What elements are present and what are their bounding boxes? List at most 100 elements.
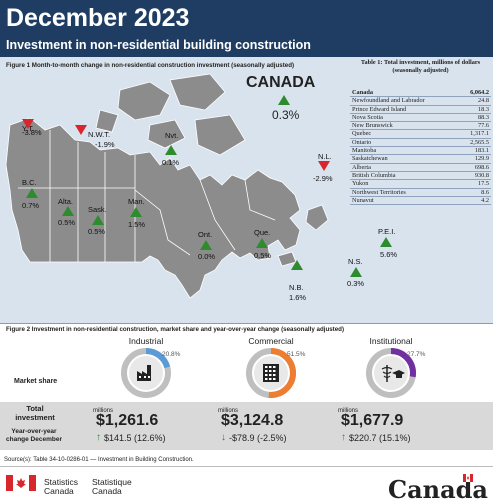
table-cell-value: 24.8 bbox=[477, 97, 489, 105]
donut-share-arc bbox=[366, 348, 416, 398]
market-share-label: Market share bbox=[14, 378, 58, 385]
table1-rows: Canada 6,064.2 Newfoundland and Labrador 24… bbox=[350, 89, 491, 206]
market-share-donut bbox=[121, 348, 171, 398]
table-cell-region: Newfoundland and Labrador bbox=[352, 97, 425, 105]
figure1-title: Figure 1 Month-to-month change in non-re… bbox=[6, 62, 295, 69]
market-share-donut bbox=[246, 348, 296, 398]
increase-arrow-icon bbox=[92, 215, 104, 225]
canada-map bbox=[5, 73, 329, 299]
sector-name: Institutional bbox=[369, 336, 413, 346]
table-row: New Brunswick 77.6 bbox=[350, 122, 491, 131]
page-title: December 2023 bbox=[6, 4, 190, 32]
total-investment-value: $3,124.8 bbox=[221, 412, 284, 429]
decrease-arrow-icon bbox=[75, 125, 87, 135]
page-subtitle: Investment in non-residential building c… bbox=[6, 38, 311, 52]
table-row: Alberta 698.6 bbox=[350, 164, 491, 172]
factory-icon bbox=[137, 365, 151, 381]
table-row: Nunavut 4.2 bbox=[350, 196, 491, 206]
decrease-arrow-icon bbox=[318, 161, 330, 171]
yoy-change-value: $220.7 (15.1%) bbox=[349, 432, 411, 443]
table1-title: Table 1: Total investment, millions of d… bbox=[360, 59, 481, 74]
increase-arrow-icon bbox=[256, 238, 268, 248]
table-cell-value: 1,317.1 bbox=[470, 130, 489, 138]
table-cell-region: Prince Edward Island bbox=[352, 105, 407, 113]
wordmark-flag-icon bbox=[463, 474, 473, 482]
yoy-change-value: $141.5 (12.6%) bbox=[104, 432, 166, 443]
increase-arrow-icon bbox=[165, 145, 177, 155]
table-cell-region: British Columbia bbox=[352, 171, 396, 179]
canada-label: CANADA bbox=[246, 74, 316, 91]
table-cell-value: 77.6 bbox=[477, 122, 489, 130]
office-building-icon bbox=[263, 364, 279, 382]
map-mainland bbox=[5, 117, 301, 299]
table-cell-region: Saskatchewan bbox=[352, 155, 388, 163]
table-row: British Columbia 930.8 bbox=[350, 171, 491, 181]
table-row: Canada 6,064.2 bbox=[350, 89, 491, 98]
increase-arrow-icon bbox=[26, 188, 38, 198]
table-row: Manitoba 183.1 bbox=[350, 147, 491, 156]
table-cell-value: 18.3 bbox=[477, 105, 489, 113]
map-borders bbox=[18, 130, 276, 262]
table-row: Nova Scotia 88.3 bbox=[350, 113, 491, 123]
table-cell-value: 129.9 bbox=[474, 155, 489, 163]
table-cell-value: 8.6 bbox=[481, 188, 489, 196]
decrease-arrow-icon: ↓ bbox=[221, 432, 226, 443]
increase-arrow-icon bbox=[200, 240, 212, 250]
table-cell-region: Nova Scotia bbox=[352, 113, 383, 121]
unit-label: millions bbox=[218, 408, 239, 414]
increase-arrow-icon bbox=[278, 95, 290, 105]
market-share-value: 27.7% bbox=[407, 351, 426, 358]
yoy-change: ↑ $141.5 (12.6%) bbox=[96, 432, 166, 443]
yoy-change: ↑ $220.7 (15.1%) bbox=[341, 432, 411, 443]
table-cell-region: Yukon bbox=[352, 180, 369, 188]
decrease-arrow-icon bbox=[22, 119, 34, 129]
table-row: Northwest Territories 8.6 bbox=[350, 189, 491, 197]
table-row: Ontario 2,565.5 bbox=[350, 138, 491, 148]
total-investment-value: $1,261.6 bbox=[96, 412, 159, 429]
map-arctic-islands bbox=[95, 73, 246, 156]
org-name-en: Statistics Canada bbox=[44, 477, 79, 496]
donut-share-arc bbox=[121, 348, 171, 398]
donut-inner bbox=[374, 356, 408, 390]
table-cell-value: 698.6 bbox=[474, 163, 489, 171]
table-row: Yukon 17.5 bbox=[350, 180, 491, 189]
total-investment-value: $1,677.9 bbox=[341, 412, 404, 429]
org-name-fr: Statistique Canada bbox=[92, 477, 132, 496]
market-share-value: 20.8% bbox=[162, 351, 181, 358]
increase-arrow-icon bbox=[380, 237, 392, 247]
donut-share-arc bbox=[246, 348, 296, 398]
unit-label: millions bbox=[338, 408, 359, 414]
table-cell-region: Ontario bbox=[352, 138, 372, 146]
table-row: Newfoundland and Labrador 24.8 bbox=[350, 97, 491, 106]
donut-inner bbox=[129, 356, 163, 390]
table-row: Quebec 1,317.1 bbox=[350, 130, 491, 139]
increase-arrow-icon bbox=[62, 206, 74, 216]
sector-name: Industrial bbox=[128, 336, 164, 346]
table-cell-value: 6,064.2 bbox=[470, 89, 489, 96]
total-investment-label: Total investment bbox=[15, 404, 55, 422]
header-banner: December 2023 Investment in non-resident… bbox=[0, 0, 493, 57]
market-share-donut bbox=[366, 348, 416, 398]
table-cell-region: Nunavut bbox=[352, 196, 374, 204]
caduceus-graduation-cap-icon bbox=[381, 365, 405, 382]
table-row: Prince Edward Island 18.3 bbox=[350, 106, 491, 114]
table-cell-region: Manitoba bbox=[352, 147, 377, 155]
increase-arrow-icon: ↑ bbox=[96, 432, 101, 443]
figure2-title: Figure 2 Investment in non-residential c… bbox=[6, 326, 345, 333]
table1: Table 1: Total investment, millions of d… bbox=[350, 59, 491, 321]
table-cell-region: Quebec bbox=[352, 130, 372, 138]
table-cell-value: 88.3 bbox=[477, 113, 489, 121]
investment-band bbox=[0, 402, 493, 450]
table-cell-region: Canada bbox=[352, 89, 373, 96]
yoy-change: ↓ -$78.9 (-2.5%) bbox=[221, 432, 287, 443]
table-cell-value: 2,565.5 bbox=[470, 138, 489, 146]
canada-flag-icon bbox=[6, 475, 36, 491]
unit-label: millions bbox=[93, 408, 114, 414]
table-row: Saskatchewan 129.9 bbox=[350, 155, 491, 164]
yoy-change-label: Year-over-year change December bbox=[6, 428, 62, 443]
table-cell-value: 17.5 bbox=[477, 180, 489, 188]
table-cell-region: New Brunswick bbox=[352, 122, 393, 130]
canada-value: 0.3% bbox=[272, 108, 300, 122]
table-cell-value: 183.1 bbox=[474, 147, 489, 155]
market-share-value: 51.5% bbox=[287, 351, 306, 358]
